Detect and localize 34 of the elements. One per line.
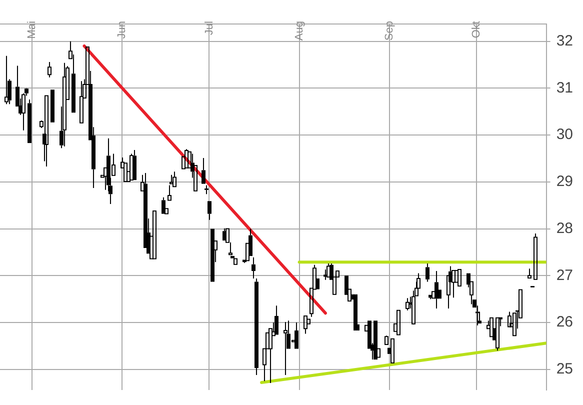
y-tick-label: 26 xyxy=(556,314,574,331)
candlestick xyxy=(4,55,8,105)
candlestick xyxy=(172,171,176,188)
candlestick xyxy=(202,158,206,184)
candlestick xyxy=(204,184,208,195)
y-tick-label: 25 xyxy=(556,360,574,378)
candlestick xyxy=(72,54,76,113)
candlestick xyxy=(304,315,308,334)
y-tick-label: 32 xyxy=(556,32,574,50)
y-tick-label: 28 xyxy=(556,220,574,237)
candlestick xyxy=(294,322,298,349)
candlestick xyxy=(406,298,410,311)
y-tick-label: 29 xyxy=(556,173,574,190)
candlestick xyxy=(80,80,84,124)
candlestick xyxy=(28,98,32,144)
candlestick xyxy=(252,256,256,279)
candlestick xyxy=(528,268,532,278)
candlestick xyxy=(284,322,288,376)
y-tick-label: 30 xyxy=(556,126,574,144)
y-tick-label: 31 xyxy=(556,79,574,96)
candlestick xyxy=(426,262,430,282)
x-tick-label: Aug xyxy=(293,21,306,41)
x-tick-label: Okt xyxy=(470,21,483,38)
x-tick-label: Sep xyxy=(383,21,396,41)
candlestick xyxy=(208,201,212,220)
candlestick xyxy=(274,305,278,335)
candlestick xyxy=(168,184,172,201)
candlestick xyxy=(326,262,330,278)
candlestick xyxy=(62,62,66,147)
x-tick-label: Jun xyxy=(116,21,128,39)
x-tick-label: Mai xyxy=(26,21,38,39)
x-tick-label: Jul xyxy=(203,21,216,36)
candlestick xyxy=(254,278,258,376)
y-tick-label: 27 xyxy=(556,266,574,284)
